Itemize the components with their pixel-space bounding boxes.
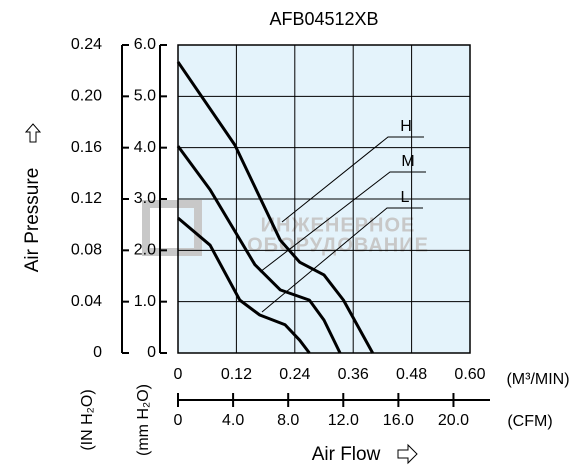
arrow-icon: [397, 443, 418, 465]
x2-tick-label: 0: [174, 412, 183, 429]
x2-tick-label: 16.0: [383, 412, 414, 429]
y-tick-label: 2.0: [134, 242, 156, 259]
x2-tick-label: 4.0: [222, 412, 244, 429]
y2-tick-label: 0.08: [71, 242, 102, 259]
series-label: M: [401, 153, 414, 170]
leader-line: [281, 136, 424, 223]
x-tick-label: 0.48: [396, 366, 427, 383]
y2-unit-label: (IN H₂O): [79, 389, 96, 450]
y2-tick-label: 0.24: [71, 36, 102, 53]
x-tick-label: 0.60: [454, 366, 485, 383]
x2-unit-label: (CFM): [507, 413, 552, 430]
series-line: [177, 216, 311, 354]
y2-tick-label: 0: [93, 344, 102, 361]
series-line: [176, 145, 342, 354]
y2-tick-label: 0.12: [71, 190, 102, 207]
leader-line: [261, 207, 423, 313]
y-tick-label: 6.0: [134, 36, 156, 53]
x2-tick-label: 8.0: [277, 412, 299, 429]
y-tick-label: 4.0: [134, 139, 156, 156]
series-line: [176, 61, 374, 354]
y-unit-label: (mm H₂O): [135, 384, 152, 456]
arrow-icon: [24, 123, 42, 143]
y2-tick-label: 0.04: [71, 293, 102, 310]
watermark: ИНЖЕНЕРНОЕ: [261, 214, 416, 236]
y-tick-label: 1.0: [134, 293, 156, 310]
y-tick-label: 0: [147, 344, 156, 361]
x2-tick-label: 20.0: [438, 412, 469, 429]
y2-tick-label: 0.20: [71, 88, 102, 105]
y-axis-label: Air Pressure: [22, 168, 43, 273]
x2-tick-label: 12.0: [328, 412, 359, 429]
x-unit-label: (M³/MIN): [506, 371, 569, 388]
chart-title: AFB04512XB: [269, 9, 378, 29]
series-label: L: [401, 189, 410, 206]
y2-tick-label: 0.16: [71, 139, 102, 156]
watermark-logo: [142, 200, 202, 256]
leader-line: [259, 171, 426, 273]
x-tick-label: 0.12: [221, 366, 252, 383]
y-tick-label: 5.0: [134, 88, 156, 105]
y-tick-label: 3.0: [134, 190, 156, 207]
x-axis-label: Air Flow: [312, 444, 381, 465]
x-tick-label: 0: [174, 366, 183, 383]
watermark: ОБОРУДОВАНИЕ: [247, 234, 429, 256]
series-label: H: [400, 118, 412, 135]
x-tick-label: 0.24: [279, 366, 310, 383]
plot-border: [177, 44, 471, 354]
x-tick-label: 0.36: [338, 366, 369, 383]
